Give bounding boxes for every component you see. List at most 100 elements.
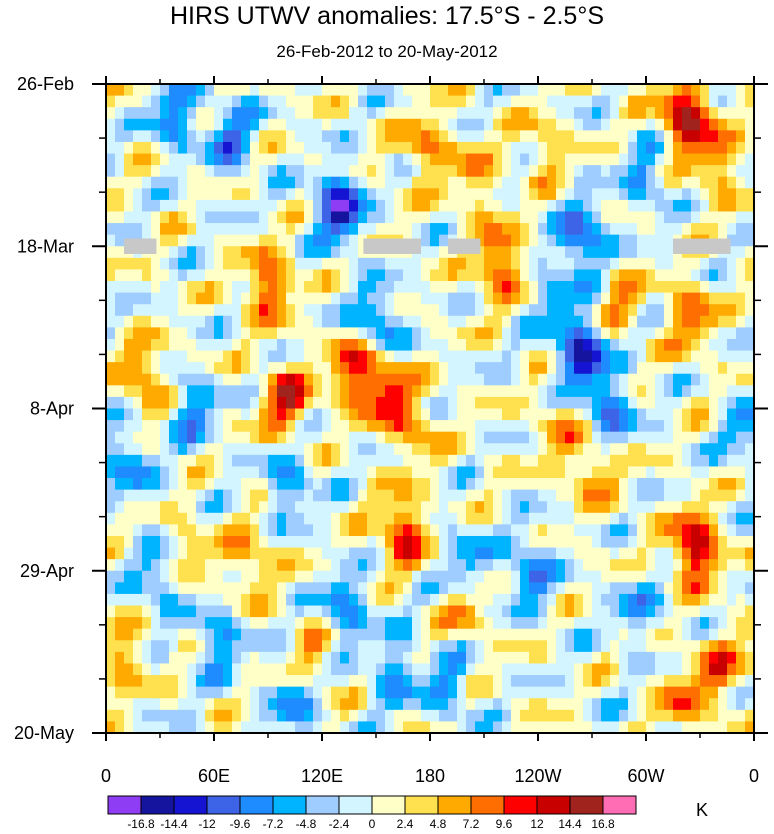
- field-cell: [556, 292, 566, 305]
- field-cell: [331, 489, 341, 502]
- field-cell: [709, 199, 719, 213]
- field-cell: [637, 176, 647, 189]
- field-cell: [205, 628, 215, 641]
- field-cell: [331, 582, 341, 595]
- field-cell: [457, 443, 467, 456]
- field-cell: [484, 628, 494, 641]
- field-cell: [430, 211, 440, 224]
- field-cell: [601, 535, 611, 549]
- field-cell: [313, 501, 323, 514]
- field-cell: [358, 535, 368, 549]
- field-cell: [448, 188, 458, 201]
- field-cell: [646, 141, 656, 155]
- field-cell: [655, 84, 665, 97]
- field-cell: [322, 709, 332, 723]
- field-cell: [331, 130, 341, 143]
- field-cell: [439, 501, 449, 514]
- field-cell: [313, 593, 323, 607]
- field-cell: [700, 223, 710, 236]
- field-cell: [403, 535, 413, 549]
- field-cell: [214, 675, 224, 688]
- field-cell: [727, 466, 737, 479]
- field-cell: [502, 257, 512, 271]
- field-cell: [232, 408, 242, 421]
- field-cell: [565, 199, 575, 213]
- field-cell: [718, 501, 728, 514]
- field-cell: [637, 675, 647, 688]
- field-cell: [646, 709, 656, 723]
- field-cell: [259, 385, 269, 398]
- field-cell: [142, 582, 152, 595]
- field-cell: [583, 570, 593, 583]
- field-cell: [142, 153, 152, 166]
- field-cell: [718, 396, 728, 410]
- field-cell: [538, 478, 548, 491]
- field-cell: [466, 327, 476, 340]
- field-cell: [538, 582, 548, 595]
- field-cell: [565, 188, 575, 201]
- field-cell: [439, 408, 449, 421]
- field-cell: [223, 478, 233, 491]
- field-cell: [232, 362, 242, 375]
- field-cell: [673, 570, 683, 583]
- field-cell: [529, 570, 539, 583]
- field-cell: [403, 628, 413, 641]
- field-cell: [655, 605, 665, 618]
- field-cell: [484, 640, 494, 653]
- field-cell: [493, 709, 503, 723]
- field-cell: [160, 721, 170, 734]
- field-cell: [421, 605, 431, 618]
- field-cell: [628, 454, 638, 468]
- field-cell: [430, 246, 440, 259]
- field-cell: [601, 188, 611, 201]
- field-cell: [349, 721, 359, 734]
- field-cell: [178, 141, 188, 155]
- field-cell: [187, 570, 197, 583]
- field-cell: [673, 281, 683, 294]
- field-cell: [376, 535, 386, 549]
- field-cell: [178, 663, 188, 676]
- field-cell: [574, 188, 584, 201]
- field-cell: [268, 709, 278, 723]
- field-cell: [682, 165, 692, 178]
- field-cell: [484, 304, 494, 317]
- field-cell: [214, 640, 224, 653]
- field-cell: [574, 628, 584, 641]
- field-cell: [160, 663, 170, 676]
- field-cell: [583, 292, 593, 305]
- field-cell: [700, 292, 710, 305]
- field-cell: [376, 686, 386, 699]
- field-cell: [709, 698, 719, 711]
- field-cell: [358, 176, 368, 189]
- field-cell: [133, 535, 143, 549]
- field-cell: [511, 176, 521, 189]
- field-cell: [295, 431, 305, 444]
- field-cell: [241, 246, 251, 259]
- field-cell: [133, 118, 143, 131]
- field-cell: [619, 118, 629, 131]
- field-cell: [502, 95, 512, 108]
- field-cell: [682, 211, 692, 224]
- y-tick-label: 29-Apr: [20, 561, 74, 581]
- field-cell: [160, 617, 170, 630]
- field-cell: [259, 628, 269, 641]
- field-cell: [457, 651, 467, 665]
- field-cell: [367, 188, 377, 201]
- field-cell: [484, 176, 494, 189]
- field-cell: [718, 199, 728, 213]
- field-cell: [709, 675, 719, 688]
- field-cell: [529, 617, 539, 630]
- field-cell: [187, 651, 197, 665]
- field-cell: [430, 431, 440, 444]
- field-cell: [313, 292, 323, 305]
- field-cell: [205, 396, 215, 410]
- colorbar-label: -9.6: [230, 817, 251, 831]
- field-cell: [430, 547, 440, 560]
- field-cell: [601, 617, 611, 630]
- field-cell: [151, 466, 161, 479]
- field-cell: [475, 315, 485, 328]
- field-cell: [736, 199, 746, 213]
- field-cell: [151, 269, 161, 282]
- field-cell: [565, 651, 575, 665]
- field-cell: [250, 582, 260, 595]
